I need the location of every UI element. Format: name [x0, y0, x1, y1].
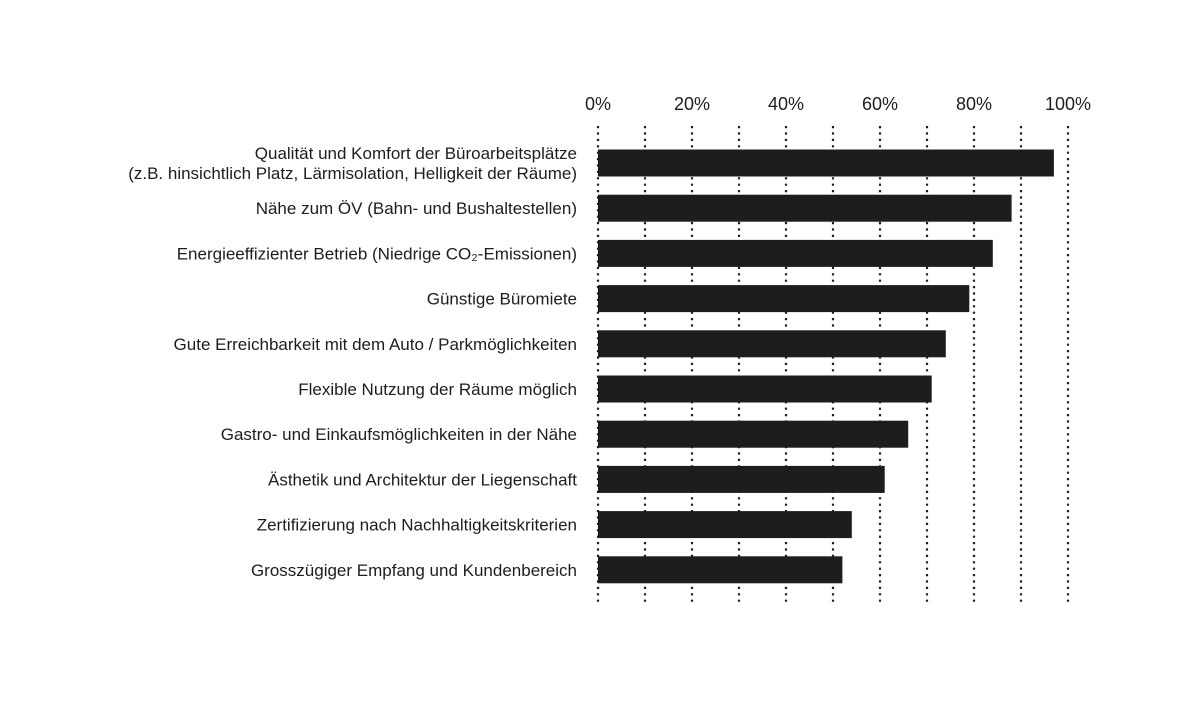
x-axis-tick-labels: 0% 20% 40% 60% 80% 100%	[585, 94, 1091, 114]
x-tick-label: 0%	[585, 94, 611, 114]
bar	[598, 149, 1054, 177]
category-label: Gute Erreichbarkeit mit dem Auto / Parkm…	[174, 335, 577, 354]
category-label: Energieeffizienter Betrieb (Niedrige CO₂…	[177, 244, 577, 263]
x-tick-label: 100%	[1045, 94, 1091, 114]
category-label: (z.B. hinsichtlich Platz, Lärmisolation,…	[128, 164, 577, 183]
bars	[598, 149, 1054, 584]
category-label: Nähe zum ÖV (Bahn- und Bushaltestellen)	[256, 199, 577, 218]
category-label: Qualität und Komfort der Büroarbeitsplät…	[255, 144, 577, 163]
bar	[598, 285, 970, 313]
category-label: Zertifizierung nach Nachhaltigkeitskrite…	[257, 516, 577, 535]
bar	[598, 465, 885, 493]
bar	[598, 375, 932, 403]
bar	[598, 511, 852, 539]
category-label: Ästhetik und Architektur der Liegenschaf…	[268, 470, 577, 489]
category-label: Gastro- und Einkaufsmöglichkeiten in der…	[221, 425, 577, 444]
category-label: Grosszügiger Empfang und Kundenbereich	[251, 561, 577, 580]
category-labels: Qualität und Komfort der Büroarbeitsplät…	[128, 144, 577, 580]
x-tick-label: 80%	[956, 94, 992, 114]
x-tick-label: 40%	[768, 94, 804, 114]
x-tick-label: 20%	[674, 94, 710, 114]
x-tick-label: 60%	[862, 94, 898, 114]
bar	[598, 194, 1012, 222]
category-label: Günstige Büromiete	[427, 290, 577, 309]
bar	[598, 556, 843, 584]
bar	[598, 420, 909, 448]
category-label: Flexible Nutzung der Räume möglich	[298, 380, 577, 399]
bar	[598, 330, 946, 358]
bar	[598, 239, 993, 267]
